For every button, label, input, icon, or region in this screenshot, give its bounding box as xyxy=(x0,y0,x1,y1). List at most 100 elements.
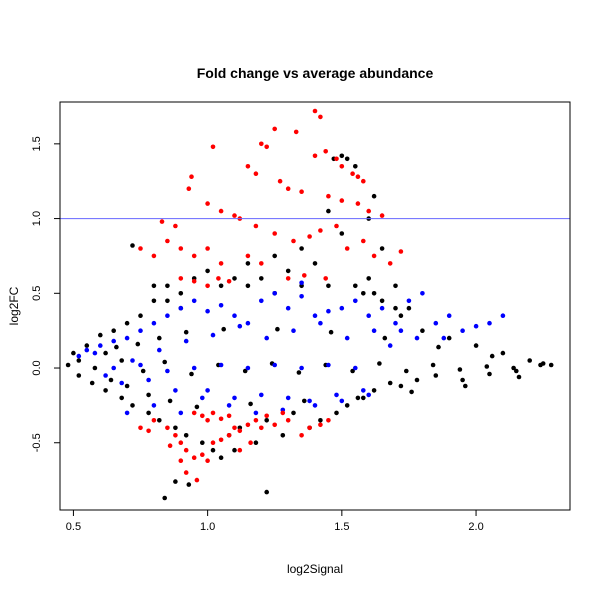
data-point-black xyxy=(420,328,425,334)
x-axis-label: log2Signal xyxy=(287,562,343,576)
data-point-red xyxy=(355,174,361,179)
data-point-red xyxy=(326,418,331,423)
data-point-red xyxy=(366,208,372,214)
data-point-red xyxy=(173,433,178,438)
data-point-blue xyxy=(398,328,404,334)
data-point-red xyxy=(186,186,192,191)
data-point-black xyxy=(353,283,358,289)
data-point-blue xyxy=(361,388,366,393)
data-point-red xyxy=(178,458,184,464)
data-point-blue xyxy=(344,335,350,341)
x-tick-label: 1.5 xyxy=(334,521,349,533)
data-point-red xyxy=(218,416,224,422)
data-point-red xyxy=(200,452,205,458)
data-point-black xyxy=(103,350,108,356)
data-point-red xyxy=(387,261,393,266)
data-point-blue xyxy=(84,347,90,353)
data-point-blue xyxy=(299,365,304,371)
data-point-black xyxy=(162,359,167,365)
data-point-black xyxy=(379,298,385,304)
data-point-red xyxy=(146,428,151,434)
data-point-black xyxy=(178,291,184,296)
data-point-black xyxy=(194,404,200,410)
data-point-black xyxy=(393,305,398,311)
data-point-blue xyxy=(326,308,331,314)
data-point-blue xyxy=(326,362,331,368)
data-point-black xyxy=(371,388,377,393)
data-point-blue xyxy=(353,365,358,371)
data-point-blue xyxy=(165,313,170,319)
data-point-black xyxy=(65,362,71,368)
data-point-black xyxy=(366,276,372,281)
data-point-red xyxy=(205,283,210,289)
data-point-blue xyxy=(157,347,162,353)
data-point-black xyxy=(353,164,358,169)
data-point-red xyxy=(165,425,170,431)
plot-frame xyxy=(59,101,571,511)
data-point-blue xyxy=(98,343,103,348)
data-point-red xyxy=(361,238,366,244)
data-point-red xyxy=(361,178,366,184)
data-point-blue xyxy=(299,294,304,299)
data-point-black xyxy=(446,335,452,341)
data-point-red xyxy=(151,418,157,423)
data-point-red xyxy=(253,223,259,229)
data-point-black xyxy=(200,440,205,446)
data-point-black xyxy=(393,283,398,289)
data-point-black xyxy=(382,335,388,341)
data-point-black xyxy=(173,425,178,431)
data-point-black xyxy=(272,253,278,259)
data-point-red xyxy=(226,433,232,438)
data-point-black xyxy=(371,291,377,296)
data-point-red xyxy=(293,129,299,135)
data-point-red xyxy=(355,201,361,206)
data-point-black xyxy=(259,276,264,281)
data-point-red xyxy=(210,440,216,446)
data-point-black xyxy=(334,410,339,416)
data-point-blue xyxy=(183,338,189,344)
data-point-red xyxy=(299,189,304,194)
data-point-blue xyxy=(414,335,420,341)
data-point-red xyxy=(253,418,259,423)
data-point-black xyxy=(135,341,141,347)
data-point-red xyxy=(264,144,270,150)
data-point-black xyxy=(186,482,192,487)
data-point-red xyxy=(398,249,404,254)
data-point-blue xyxy=(111,338,116,344)
data-point-black xyxy=(242,368,248,374)
data-point-black xyxy=(511,365,516,371)
data-point-black xyxy=(210,447,216,453)
data-point-blue xyxy=(210,332,216,338)
data-point-red xyxy=(245,164,251,169)
data-point-blue xyxy=(253,410,259,416)
data-point-black xyxy=(409,389,414,395)
data-point-red xyxy=(191,410,197,416)
data-point-black xyxy=(119,395,124,401)
data-point-blue xyxy=(473,323,479,329)
data-point-blue xyxy=(178,410,184,416)
data-point-black xyxy=(489,353,495,359)
data-point-red xyxy=(371,253,377,259)
x-tick-label: 2.0 xyxy=(468,521,483,533)
data-point-black xyxy=(473,343,479,348)
data-point-blue xyxy=(232,313,237,319)
data-point-red xyxy=(210,144,216,150)
data-point-black xyxy=(275,326,280,332)
data-point-blue xyxy=(232,395,237,401)
data-point-red xyxy=(218,437,224,443)
data-point-blue xyxy=(353,298,358,304)
data-point-blue xyxy=(371,328,377,334)
data-point-black xyxy=(318,418,323,423)
data-point-black xyxy=(538,362,543,368)
data-point-blue xyxy=(124,410,130,416)
data-point-black xyxy=(146,392,151,398)
data-point-black xyxy=(124,320,130,326)
data-point-black xyxy=(326,283,331,289)
data-point-black xyxy=(264,418,270,423)
data-point-blue xyxy=(205,308,210,314)
points-layer xyxy=(65,108,554,501)
data-point-red xyxy=(191,279,197,284)
data-point-black xyxy=(76,373,82,378)
data-point-black xyxy=(183,433,189,438)
data-point-blue xyxy=(339,305,345,311)
